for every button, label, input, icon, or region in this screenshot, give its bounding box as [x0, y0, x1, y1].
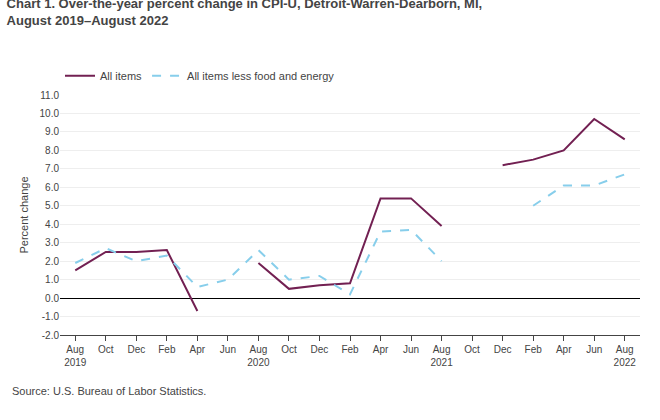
svg-text:Oct: Oct [464, 344, 480, 355]
svg-text:Apr: Apr [190, 344, 206, 355]
svg-text:Jun: Jun [220, 344, 236, 355]
svg-text:Dec: Dec [127, 344, 145, 355]
svg-text:10.0: 10.0 [40, 108, 60, 119]
svg-text:Percent change: Percent change [18, 176, 30, 253]
svg-text:7.0: 7.0 [45, 163, 59, 174]
svg-text:0.0: 0.0 [45, 293, 59, 304]
svg-text:4.0: 4.0 [45, 219, 59, 230]
svg-text:Feb: Feb [341, 344, 359, 355]
svg-text:Aug2021: Aug2021 [430, 344, 453, 368]
svg-text:Aug2020: Aug2020 [247, 344, 270, 368]
svg-text:Dec: Dec [494, 344, 512, 355]
svg-text:Source: U.S. Bureau of Labor S: Source: U.S. Bureau of Labor Statistics. [12, 385, 206, 397]
svg-text:Jun: Jun [586, 344, 602, 355]
svg-text:Feb: Feb [158, 344, 176, 355]
svg-text:2.0: 2.0 [45, 256, 59, 267]
svg-text:3.0: 3.0 [45, 237, 59, 248]
svg-text:All items: All items [100, 70, 142, 82]
svg-text:Feb: Feb [525, 344, 543, 355]
svg-text:1.0: 1.0 [45, 274, 59, 285]
svg-text:-2.0: -2.0 [42, 330, 60, 341]
svg-text:5.0: 5.0 [45, 200, 59, 211]
svg-text:Dec: Dec [311, 344, 329, 355]
svg-text:6.0: 6.0 [45, 182, 59, 193]
svg-text:Oct: Oct [98, 344, 114, 355]
svg-text:Chart 1. Over-the-year percent: Chart 1. Over-the-year percent change in… [7, 0, 483, 28]
svg-text:Oct: Oct [281, 344, 297, 355]
svg-text:9.0: 9.0 [45, 126, 59, 137]
svg-text:11.0: 11.0 [40, 90, 59, 101]
svg-text:Apr: Apr [373, 344, 389, 355]
svg-text:Aug2022: Aug2022 [614, 344, 637, 368]
svg-text:Jun: Jun [403, 344, 419, 355]
svg-text:Aug2019: Aug2019 [64, 344, 87, 368]
svg-text:Apr: Apr [556, 344, 572, 355]
svg-text:-1.0: -1.0 [42, 311, 60, 322]
svg-text:All items less food and energy: All items less food and energy [187, 70, 334, 82]
svg-text:8.0: 8.0 [45, 145, 59, 156]
